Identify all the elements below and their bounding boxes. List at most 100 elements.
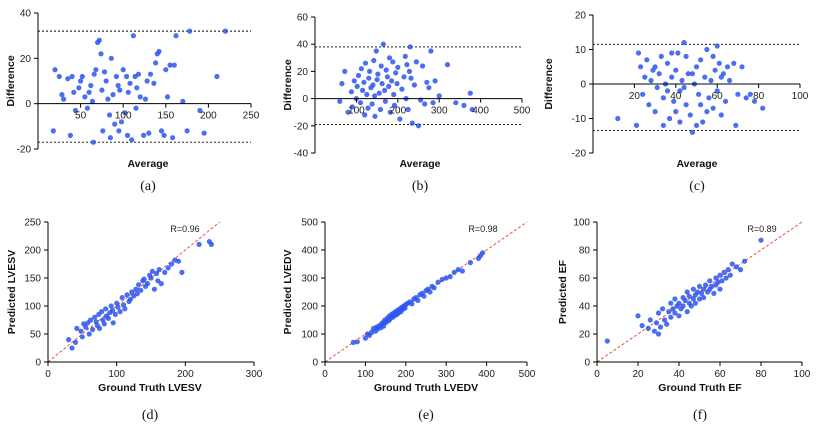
panel-c-point-28 bbox=[689, 129, 696, 135]
panel-f-xtick-label-0: 0 bbox=[594, 369, 600, 380]
panel-a-point-75 bbox=[222, 28, 228, 34]
panel-a-point-8 bbox=[71, 89, 77, 95]
panel-f-point-55 bbox=[725, 267, 731, 273]
panel-b-caption: (b) bbox=[412, 179, 429, 194]
panel-d-point-48 bbox=[148, 275, 154, 281]
panel-e-xtick-label-3: 300 bbox=[438, 369, 455, 380]
panel-b-point-57 bbox=[408, 75, 414, 81]
panel-e-point-55 bbox=[451, 269, 457, 275]
panel-d-point-32 bbox=[120, 302, 127, 308]
panel-f-point-43 bbox=[707, 278, 713, 284]
panel-b-point-22 bbox=[370, 82, 376, 88]
panel-c-point-5 bbox=[642, 74, 648, 80]
panel-a-xtick-label-4: 250 bbox=[243, 111, 260, 122]
panel-a-point-52 bbox=[141, 132, 147, 138]
panel-a-point-48 bbox=[133, 105, 139, 111]
panel-d-ytick-label-1: 50 bbox=[30, 330, 42, 341]
panel-a-point-12 bbox=[79, 73, 85, 80]
panel-c-ytick-label-2: 0 bbox=[580, 80, 586, 91]
panel-e-ylabel: Predicted LVEDV bbox=[282, 250, 294, 335]
panel-f-point-15 bbox=[668, 300, 674, 306]
panel-b-xtick-label-0: 100 bbox=[348, 106, 365, 117]
panel-c-ytick-label-1: -10 bbox=[572, 114, 587, 125]
panel-f-xlabel: Ground Truth EF bbox=[658, 382, 742, 394]
panel-c-point-50 bbox=[739, 64, 745, 70]
panel-e-point-50 bbox=[431, 285, 437, 291]
panel-d-point-44 bbox=[141, 276, 147, 282]
panel-b-point-39 bbox=[386, 55, 393, 61]
panel-b-ticks: -40 -20 0 20 40 60 100 200 300 400 500 bbox=[294, 13, 531, 160]
panel-a-point-74 bbox=[214, 73, 220, 80]
panel-d-point-11 bbox=[90, 326, 96, 333]
panel-f-point-41 bbox=[703, 282, 709, 288]
panel-b-ytick-label-5: 60 bbox=[297, 13, 309, 24]
panel-a-point-30 bbox=[107, 135, 113, 141]
panel-e-point-58 bbox=[467, 260, 473, 266]
panel-c-point-51 bbox=[743, 95, 749, 101]
panel-b-point-18 bbox=[366, 75, 372, 81]
panel-d-point-3 bbox=[74, 325, 80, 331]
panel-e-point-53 bbox=[443, 275, 449, 281]
panel-b-point-26 bbox=[373, 48, 379, 54]
panel-e-point-52 bbox=[439, 276, 445, 282]
panel-c: -20 -10 0 10 20 20 40 60 80 100 Average Differenc… bbox=[543, 11, 809, 195]
panel-b-point-55 bbox=[406, 68, 412, 74]
panel-b-ylabel: Difference bbox=[282, 59, 294, 111]
panel-a-point-20 bbox=[93, 67, 99, 73]
panel-e-xtick-label-4: 400 bbox=[478, 369, 495, 380]
panel-a-point-6 bbox=[67, 132, 73, 138]
panel-c-point-2 bbox=[635, 50, 642, 56]
panel-a-point-10 bbox=[76, 85, 82, 91]
panel-a-point-61 bbox=[158, 128, 165, 134]
panel-b-point-4 bbox=[348, 89, 354, 95]
panel-d-xlabel: Ground Truth LVESV bbox=[98, 382, 202, 394]
panel-a-point-0 bbox=[50, 128, 56, 134]
panel-f-point-17 bbox=[672, 310, 678, 316]
panel-f-point-3 bbox=[645, 325, 651, 331]
panel-b-point-19 bbox=[367, 68, 373, 74]
panel-a-xlabel: Average bbox=[127, 158, 168, 170]
panel-d-ytick-label-5: 250 bbox=[24, 218, 41, 229]
panel-d-point-13 bbox=[93, 319, 99, 325]
panel-b-point-48 bbox=[397, 116, 403, 122]
panel-b-point-61 bbox=[415, 123, 422, 129]
panel-c-point-4 bbox=[640, 91, 646, 97]
panel-a-point-11 bbox=[78, 78, 84, 84]
panel-e-xtick-label-5: 500 bbox=[519, 369, 536, 380]
panel-d-ylabel: Predicted LVESV bbox=[6, 250, 18, 334]
panel-c-point-46 bbox=[727, 77, 733, 84]
panel-d-point-46 bbox=[145, 281, 151, 287]
panel-c-point-41 bbox=[716, 60, 722, 66]
panel-b-point-63 bbox=[420, 63, 426, 69]
panel-a-point-58 bbox=[153, 60, 159, 66]
panel-d-point-61 bbox=[196, 241, 202, 247]
panel-a-point-32 bbox=[110, 92, 116, 98]
panel-f-xtick-label-4: 80 bbox=[755, 369, 767, 380]
panel-f-point-39 bbox=[701, 286, 707, 292]
panel-b-point-17 bbox=[365, 105, 371, 111]
panel-b-point-49 bbox=[399, 86, 405, 92]
panel-d-point-22 bbox=[105, 315, 111, 321]
panel-a-ticks: -20 0 20 40 50 100 150 200 250 bbox=[17, 9, 260, 156]
panel-b-xtick-label-4: 500 bbox=[514, 106, 531, 117]
panel-b-point-64 bbox=[422, 101, 428, 107]
panel-f-point-0 bbox=[604, 338, 610, 344]
panel-a-point-24 bbox=[99, 87, 105, 93]
panel-b-point-51 bbox=[402, 53, 408, 60]
panel-c-point-69 bbox=[652, 64, 658, 70]
panel-e-ticks: 0 100 200 300 400 500 0 100 200 300 400 500 bbox=[301, 218, 535, 381]
panel-c-point-18 bbox=[669, 74, 675, 80]
panel-a-point-17 bbox=[89, 98, 96, 104]
panel-e-point-51 bbox=[435, 279, 441, 285]
panel-f-point-32 bbox=[690, 286, 697, 292]
panel-f-ticks: 0 20 40 60 80 100 0 20 40 60 80 100 bbox=[573, 218, 810, 381]
panel-a-point-14 bbox=[84, 105, 90, 111]
panel-c-xtick-label-3: 80 bbox=[753, 91, 765, 102]
panel-b-point-41 bbox=[389, 78, 395, 84]
panel-f-point-56 bbox=[727, 272, 733, 278]
panel-f-ytick-label-4: 80 bbox=[579, 246, 591, 257]
panel-a-xtick-label-3: 200 bbox=[200, 111, 217, 122]
panel-e-points bbox=[350, 250, 486, 345]
panel-a-point-69 bbox=[180, 98, 186, 104]
panel-a-point-4 bbox=[61, 96, 67, 102]
